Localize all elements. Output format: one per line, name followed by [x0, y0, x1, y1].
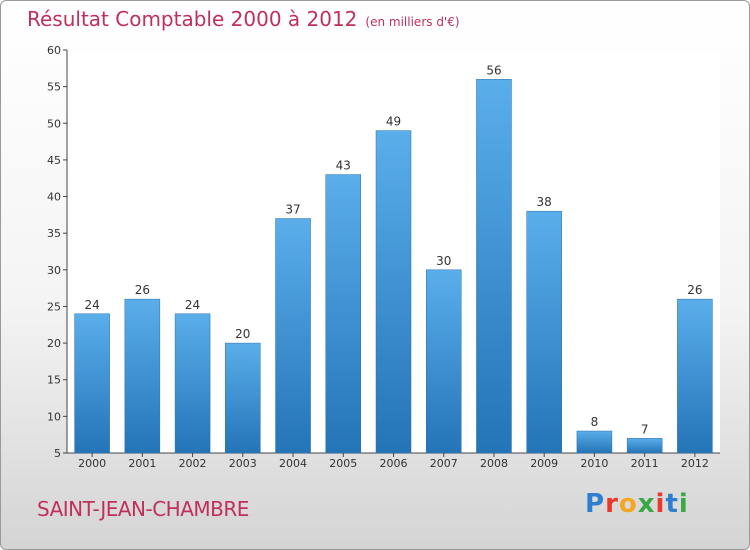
y-tick-label: 55 [47, 81, 61, 94]
bar-2001 [124, 298, 161, 454]
y-tick-label: 45 [47, 154, 61, 167]
y-tick-label: 20 [47, 337, 61, 350]
y-tick-label: 40 [47, 191, 61, 204]
bar-2004 [275, 218, 311, 454]
value-label-2001: 26 [135, 283, 150, 297]
bars: 24 26 24 20 37 43 49 30 56 38 8 7 26 [74, 63, 713, 454]
x-tick-label-2002: 2002 [179, 457, 207, 470]
bar-2002 [174, 313, 211, 454]
logo-letter: o [618, 489, 638, 519]
value-label-2006: 49 [386, 115, 401, 129]
y-tick-label: 5 [54, 447, 61, 460]
commune-name: SAINT-JEAN-CHAMBRE [37, 497, 249, 521]
x-axis-ticks: 2000 2001 2002 2003 2004 2005 2006 2007 2008 2009… [78, 453, 709, 470]
x-tick-label-2000: 2000 [78, 457, 106, 470]
value-label-2009: 38 [537, 195, 552, 209]
x-tick-label-2008: 2008 [480, 457, 508, 470]
y-tick-label: 10 [47, 410, 61, 423]
x-tick-label-2009: 2009 [530, 457, 558, 470]
value-label-2012: 26 [687, 283, 702, 297]
y-tick-label: 50 [47, 117, 61, 130]
bar-2008 [476, 79, 512, 454]
bar-2011 [626, 438, 663, 454]
chart-subtitle: (en milliers d'€) [365, 15, 460, 29]
x-tick-label-2004: 2004 [279, 457, 307, 470]
y-tick-label: 60 [47, 44, 61, 57]
y-tick-label: 30 [47, 264, 61, 277]
bar-2012 [677, 298, 713, 454]
value-label-2010: 8 [591, 415, 599, 429]
bar-2005 [325, 174, 362, 454]
x-tick-label-2010: 2010 [580, 457, 608, 470]
x-tick-label-2012: 2012 [681, 457, 709, 470]
logo-letter: i [655, 489, 666, 519]
logo-letter: P [585, 489, 606, 519]
logo-letter: i [678, 489, 689, 519]
proxiti-logo: Proxiti [585, 489, 689, 519]
x-tick-label-2005: 2005 [329, 457, 357, 470]
x-tick-label-2011: 2011 [631, 457, 659, 470]
value-label-2003: 20 [235, 327, 250, 341]
logo-letter: x [637, 489, 656, 519]
x-tick-label-2003: 2003 [229, 457, 257, 470]
value-label-2011: 7 [641, 422, 649, 436]
logo-letter: r [605, 489, 619, 519]
bar-2007 [425, 269, 462, 454]
title-line: Résultat Comptable 2000 à 2012 (en millie… [27, 7, 460, 31]
x-tick-label-2001: 2001 [128, 457, 156, 470]
x-tick-label-2007: 2007 [430, 457, 458, 470]
value-label-2008: 56 [486, 63, 501, 77]
bar-2010 [576, 430, 613, 454]
bar-2003 [225, 342, 261, 454]
x-tick-label-2006: 2006 [380, 457, 408, 470]
y-tick-label: 15 [47, 374, 61, 387]
bar-2009 [526, 210, 562, 454]
value-label-2004: 37 [285, 203, 300, 217]
value-label-2000: 24 [84, 298, 99, 312]
bar-2000 [74, 313, 110, 454]
y-tick-label: 25 [47, 300, 61, 313]
value-label-2007: 30 [436, 254, 451, 268]
y-axis-ticks: 5 10 15 20 25 30 35 40 45 50 55 60 [47, 44, 67, 460]
value-label-2005: 43 [336, 159, 351, 173]
bar-2006 [375, 130, 412, 454]
value-label-2002: 24 [185, 298, 200, 312]
chart-title: Résultat Comptable 2000 à 2012 [27, 7, 358, 31]
y-tick-label: 35 [47, 227, 61, 240]
logo-letter: t [665, 489, 679, 519]
